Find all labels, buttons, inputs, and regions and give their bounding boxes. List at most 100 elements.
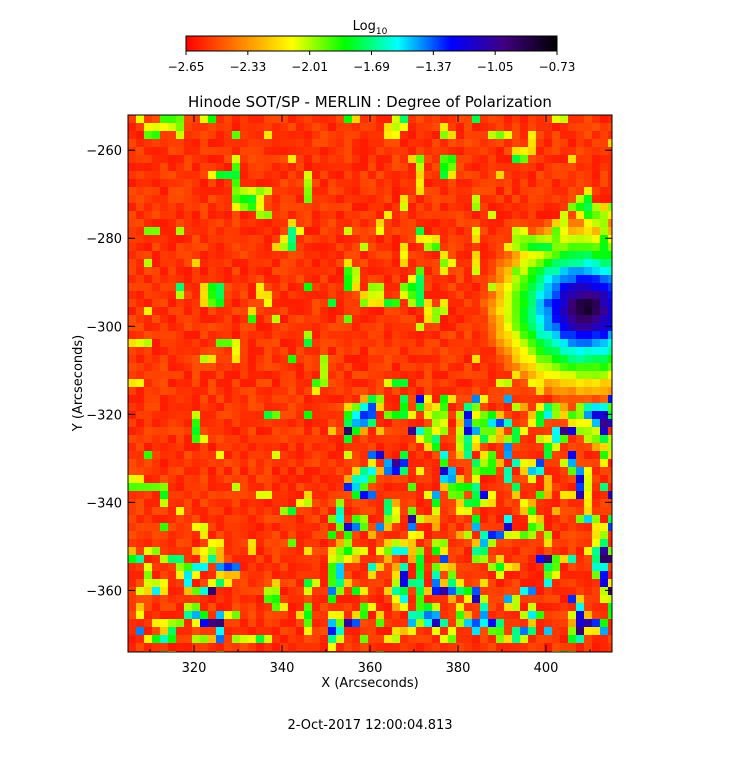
heatmap-cell bbox=[376, 211, 384, 219]
heatmap-cell bbox=[520, 243, 528, 251]
heatmap-cell bbox=[136, 419, 144, 427]
heatmap-cell bbox=[200, 123, 208, 131]
heatmap-cell bbox=[296, 243, 304, 251]
heatmap-cell bbox=[304, 331, 312, 339]
heatmap-cell bbox=[224, 411, 232, 419]
heatmap-cell bbox=[368, 371, 376, 379]
heatmap-cell bbox=[528, 619, 536, 627]
heatmap-cell bbox=[144, 283, 152, 291]
heatmap-cell bbox=[160, 411, 168, 419]
heatmap-cell bbox=[256, 587, 264, 595]
heatmap-cell bbox=[360, 515, 368, 523]
heatmap-cell bbox=[240, 459, 248, 467]
heatmap-cell bbox=[176, 491, 184, 499]
heatmap-cell bbox=[160, 331, 168, 339]
heatmap-cell bbox=[432, 379, 440, 387]
heatmap-cell bbox=[352, 211, 360, 219]
heatmap-cell bbox=[368, 603, 376, 611]
heatmap-cell bbox=[288, 571, 296, 579]
heatmap-cell bbox=[400, 203, 408, 211]
heatmap-cell bbox=[544, 395, 552, 403]
heatmap-cell bbox=[456, 179, 464, 187]
heatmap-cell bbox=[248, 419, 256, 427]
heatmap-cell bbox=[168, 243, 176, 251]
heatmap-cell bbox=[240, 395, 248, 403]
heatmap-cell bbox=[168, 403, 176, 411]
heatmap-cell bbox=[312, 603, 320, 611]
heatmap-cell bbox=[192, 267, 200, 275]
heatmap-cell bbox=[136, 555, 144, 563]
heatmap-cell bbox=[216, 619, 224, 627]
heatmap-cell bbox=[400, 147, 408, 155]
heatmap-cell bbox=[208, 419, 216, 427]
heatmap-cell bbox=[376, 339, 384, 347]
heatmap-cell bbox=[144, 627, 152, 635]
heatmap-cell bbox=[560, 427, 568, 435]
heatmap-cell bbox=[536, 619, 544, 627]
heatmap-cell bbox=[208, 595, 216, 603]
heatmap-cell bbox=[152, 579, 160, 587]
heatmap-cell bbox=[264, 363, 272, 371]
heatmap-cell bbox=[496, 267, 504, 275]
heatmap-cell bbox=[184, 179, 192, 187]
heatmap-cell bbox=[416, 187, 424, 195]
heatmap-cell bbox=[384, 531, 392, 539]
heatmap-cell bbox=[600, 203, 608, 211]
heatmap-cell bbox=[144, 563, 152, 571]
heatmap-cell bbox=[536, 523, 544, 531]
heatmap-cell bbox=[488, 411, 496, 419]
heatmap-cell bbox=[384, 123, 392, 131]
heatmap-cell bbox=[152, 571, 160, 579]
heatmap-cell bbox=[352, 139, 360, 147]
heatmap-cell bbox=[176, 211, 184, 219]
heatmap-cell bbox=[304, 443, 312, 451]
heatmap-cell bbox=[344, 299, 352, 307]
heatmap-cell bbox=[552, 371, 560, 379]
heatmap-cell bbox=[592, 187, 600, 195]
heatmap-cell bbox=[376, 523, 384, 531]
heatmap-cell bbox=[208, 643, 216, 651]
heatmap-cell bbox=[504, 371, 512, 379]
heatmap-cell bbox=[240, 603, 248, 611]
heatmap-cell bbox=[208, 323, 216, 331]
heatmap-cell bbox=[160, 435, 168, 443]
heatmap-cell bbox=[512, 619, 520, 627]
heatmap-cell bbox=[224, 587, 232, 595]
heatmap-cell bbox=[440, 571, 448, 579]
heatmap-cell bbox=[512, 291, 520, 299]
heatmap-cell bbox=[168, 571, 176, 579]
heatmap-cell bbox=[552, 203, 560, 211]
heatmap-cell bbox=[272, 419, 280, 427]
heatmap-cell bbox=[368, 139, 376, 147]
heatmap-cell bbox=[320, 139, 328, 147]
heatmap-cell bbox=[168, 307, 176, 315]
heatmap-cell bbox=[344, 411, 352, 419]
heatmap-cell bbox=[328, 523, 336, 531]
heatmap-cell bbox=[360, 379, 368, 387]
heatmap-cell bbox=[600, 427, 608, 435]
y-tick-label: −260 bbox=[86, 144, 122, 159]
heatmap-cell bbox=[320, 555, 328, 563]
heatmap-cell bbox=[440, 211, 448, 219]
heatmap-cell bbox=[560, 483, 568, 491]
heatmap-cell bbox=[232, 203, 240, 211]
heatmap-cell bbox=[408, 523, 416, 531]
heatmap-cell bbox=[432, 195, 440, 203]
heatmap-cell bbox=[480, 499, 488, 507]
heatmap-cell bbox=[464, 163, 472, 171]
heatmap-cell bbox=[392, 411, 400, 419]
heatmap-cell bbox=[376, 163, 384, 171]
heatmap-cell bbox=[552, 315, 560, 323]
heatmap-cell bbox=[152, 643, 160, 651]
heatmap-cell bbox=[520, 363, 528, 371]
heatmap-cell bbox=[504, 571, 512, 579]
heatmap-cell bbox=[272, 131, 280, 139]
heatmap-cell bbox=[168, 123, 176, 131]
heatmap-cell bbox=[160, 267, 168, 275]
heatmap-cell bbox=[496, 219, 504, 227]
heatmap-cell bbox=[168, 131, 176, 139]
heatmap-cell bbox=[176, 379, 184, 387]
heatmap-cell bbox=[328, 259, 336, 267]
heatmap-cell bbox=[504, 627, 512, 635]
heatmap-cell bbox=[608, 395, 612, 403]
